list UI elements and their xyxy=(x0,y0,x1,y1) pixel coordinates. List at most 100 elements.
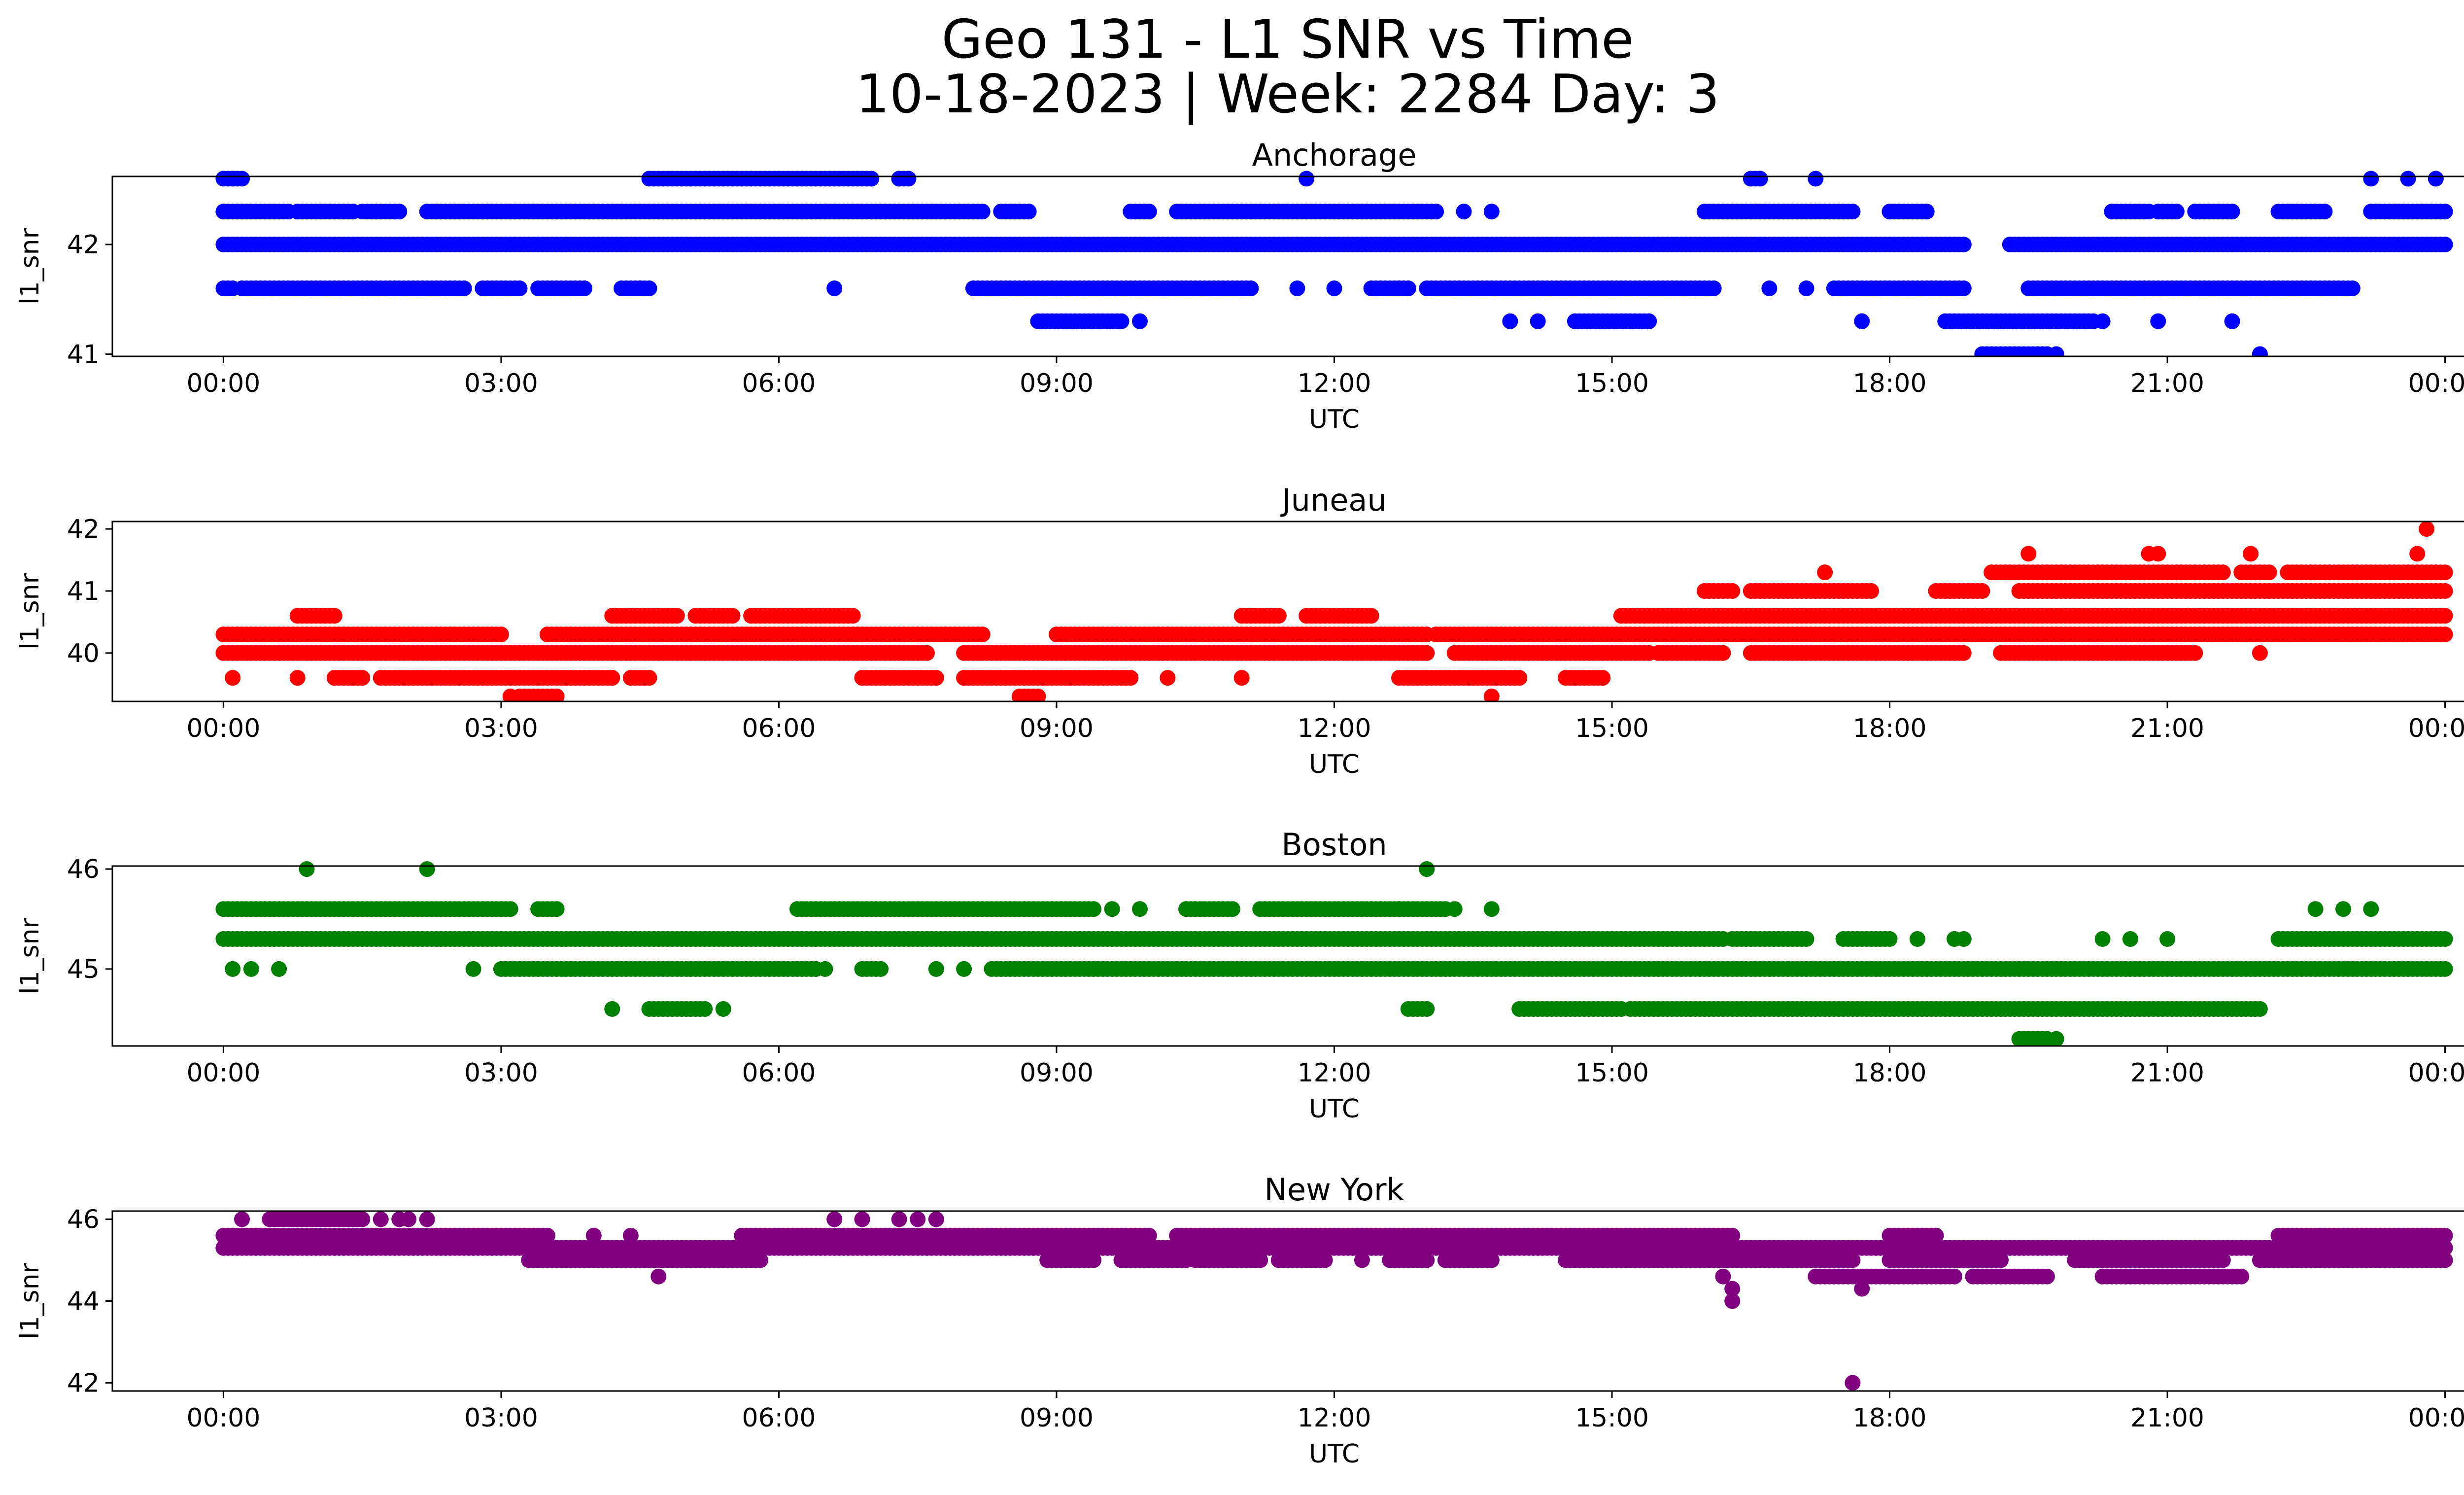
data-point xyxy=(2224,313,2240,329)
data-point xyxy=(1863,583,1879,599)
x-axis-label: UTC xyxy=(1309,750,1360,779)
data-point xyxy=(1761,280,1778,296)
x-tick-label: 15:00 xyxy=(1575,1058,1649,1088)
x-tick-label: 21:00 xyxy=(2130,1058,2204,1088)
data-point xyxy=(1918,204,1935,220)
data-point xyxy=(225,670,241,686)
data-point xyxy=(2437,961,2453,977)
x-tick-label: 03:00 xyxy=(464,369,538,398)
data-point xyxy=(1021,204,1037,220)
data-point xyxy=(2307,901,2324,917)
data-point xyxy=(299,861,315,877)
data-point xyxy=(1641,313,1657,329)
x-tick-label: 03:00 xyxy=(464,1058,538,1088)
data-point xyxy=(2363,901,2379,917)
data-point xyxy=(2437,608,2453,624)
data-point xyxy=(2168,204,2185,220)
data-point xyxy=(2437,1227,2453,1244)
y-tick-label: 40 xyxy=(67,639,100,668)
data-point xyxy=(1224,901,1240,917)
data-points xyxy=(215,521,2453,701)
data-point xyxy=(928,670,944,686)
x-tick-label: 00:00 xyxy=(2408,714,2464,743)
x-tick-label: 06:00 xyxy=(742,369,816,398)
data-point xyxy=(1141,204,1157,220)
data-point xyxy=(1252,1252,1268,1268)
data-point xyxy=(974,204,991,220)
data-point xyxy=(2437,583,2453,599)
data-point xyxy=(2437,564,2453,581)
data-point xyxy=(697,1001,713,1017)
x-tick-label: 18:00 xyxy=(1853,369,1927,398)
data-point xyxy=(724,608,741,624)
x-tick-label: 15:00 xyxy=(1575,714,1649,743)
x-tick-label: 09:00 xyxy=(1020,369,1094,398)
data-point xyxy=(1882,931,1898,947)
x-tick-label: 15:00 xyxy=(1575,369,1649,398)
data-point xyxy=(456,280,472,296)
data-point xyxy=(1955,645,1972,661)
x-tick-label: 12:00 xyxy=(1298,1058,1371,1088)
data-point xyxy=(715,1001,731,1017)
data-point xyxy=(2400,171,2416,187)
y-tick-label: 42 xyxy=(67,230,100,260)
x-tick-label: 12:00 xyxy=(1298,369,1371,398)
data-point xyxy=(1289,280,1305,296)
data-point xyxy=(1132,313,1148,329)
data-point xyxy=(2243,546,2259,562)
data-points xyxy=(215,861,2453,1046)
data-point xyxy=(512,280,528,296)
data-point xyxy=(2159,931,2176,947)
figure-title-line-1: Geo 131 - L1 SNR vs Time xyxy=(941,9,1634,70)
data-point xyxy=(974,626,991,643)
data-point xyxy=(1030,688,1046,701)
data-point xyxy=(419,861,435,877)
data-point xyxy=(465,961,481,977)
data-point xyxy=(1419,1252,1435,1268)
data-point xyxy=(2335,901,2351,917)
data-point xyxy=(1299,171,1315,187)
figure-title-line-2: 10-18-2023 | Week: 2284 Day: 3 xyxy=(856,64,1720,125)
x-tick-label: 18:00 xyxy=(1853,714,1927,743)
data-point xyxy=(493,626,509,643)
data-point xyxy=(502,901,518,917)
data-point xyxy=(1502,313,1518,329)
subplot-title: New York xyxy=(1265,1172,1404,1208)
data-point xyxy=(1483,901,1500,917)
data-point xyxy=(1233,670,1250,686)
x-tick-label: 06:00 xyxy=(742,1058,816,1088)
data-point xyxy=(2187,645,2203,661)
data-point xyxy=(1845,204,1861,220)
x-tick-label: 00:00 xyxy=(2408,1058,2464,1088)
data-point xyxy=(1530,313,1546,329)
data-point xyxy=(1724,1227,1741,1244)
data-point xyxy=(548,901,565,917)
data-point xyxy=(1715,645,1731,661)
data-point xyxy=(1132,901,1148,917)
data-point xyxy=(1123,670,1139,686)
data-point xyxy=(225,171,241,187)
x-axis-label: UTC xyxy=(1309,1094,1360,1124)
data-point xyxy=(1724,583,1741,599)
data-point xyxy=(2094,931,2111,947)
data-point xyxy=(641,670,657,686)
data-point xyxy=(1141,1227,1157,1244)
data-point xyxy=(354,670,371,686)
x-tick-label: 03:00 xyxy=(464,714,538,743)
x-tick-label: 18:00 xyxy=(1853,1058,1927,1088)
x-tick-label: 12:00 xyxy=(1298,714,1371,743)
data-point xyxy=(2317,204,2333,220)
subplot-title: Anchorage xyxy=(1252,137,1416,173)
data-point xyxy=(1974,583,1990,599)
y-tick-label: 41 xyxy=(67,340,100,370)
x-tick-label: 06:00 xyxy=(742,714,816,743)
data-point xyxy=(1808,171,1824,187)
data-point xyxy=(604,670,620,686)
data-point xyxy=(225,961,241,977)
data-point xyxy=(502,688,518,701)
data-point xyxy=(2428,171,2444,187)
